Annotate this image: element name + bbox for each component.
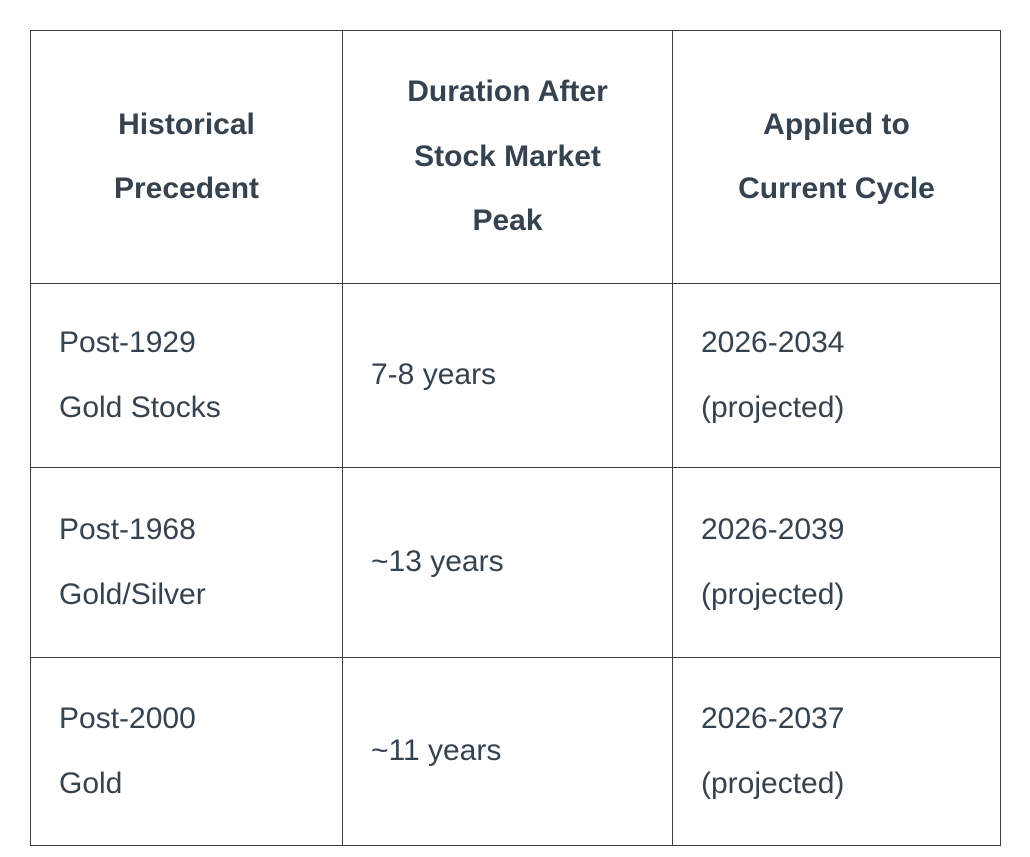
cell-applied-cycle: 2026-2039 (projected) <box>672 467 1001 658</box>
cell-precedent: Post-1929 Gold Stocks <box>30 283 343 468</box>
cell-precedent: Post-2000 Gold <box>30 657 343 846</box>
header-applied-to-current-cycle: Applied to Current Cycle <box>672 30 1001 284</box>
table-row-post-1968: Post-1968 Gold/Silver ~13 years 2026-203… <box>30 467 1001 658</box>
historical-precedent-table: Historical Precedent Duration After Stoc… <box>30 30 1001 846</box>
header-row: Historical Precedent Duration After Stoc… <box>30 30 1001 284</box>
cell-applied-cycle: 2026-2037 (projected) <box>672 657 1001 846</box>
cell-duration: ~11 years <box>342 657 673 846</box>
cell-precedent: Post-1968 Gold/Silver <box>30 467 343 658</box>
header-duration-after-stock-market-peak: Duration After Stock Market Peak <box>342 30 673 284</box>
cell-duration: 7-8 years <box>342 283 673 468</box>
cell-duration: ~13 years <box>342 467 673 658</box>
cell-applied-cycle: 2026-2034 (projected) <box>672 283 1001 468</box>
table-row-post-1929: Post-1929 Gold Stocks 7-8 years 2026-203… <box>30 283 1001 468</box>
header-historical-precedent: Historical Precedent <box>30 30 343 284</box>
table-row-post-2000: Post-2000 Gold ~11 years 2026-2037 (proj… <box>30 657 1001 846</box>
